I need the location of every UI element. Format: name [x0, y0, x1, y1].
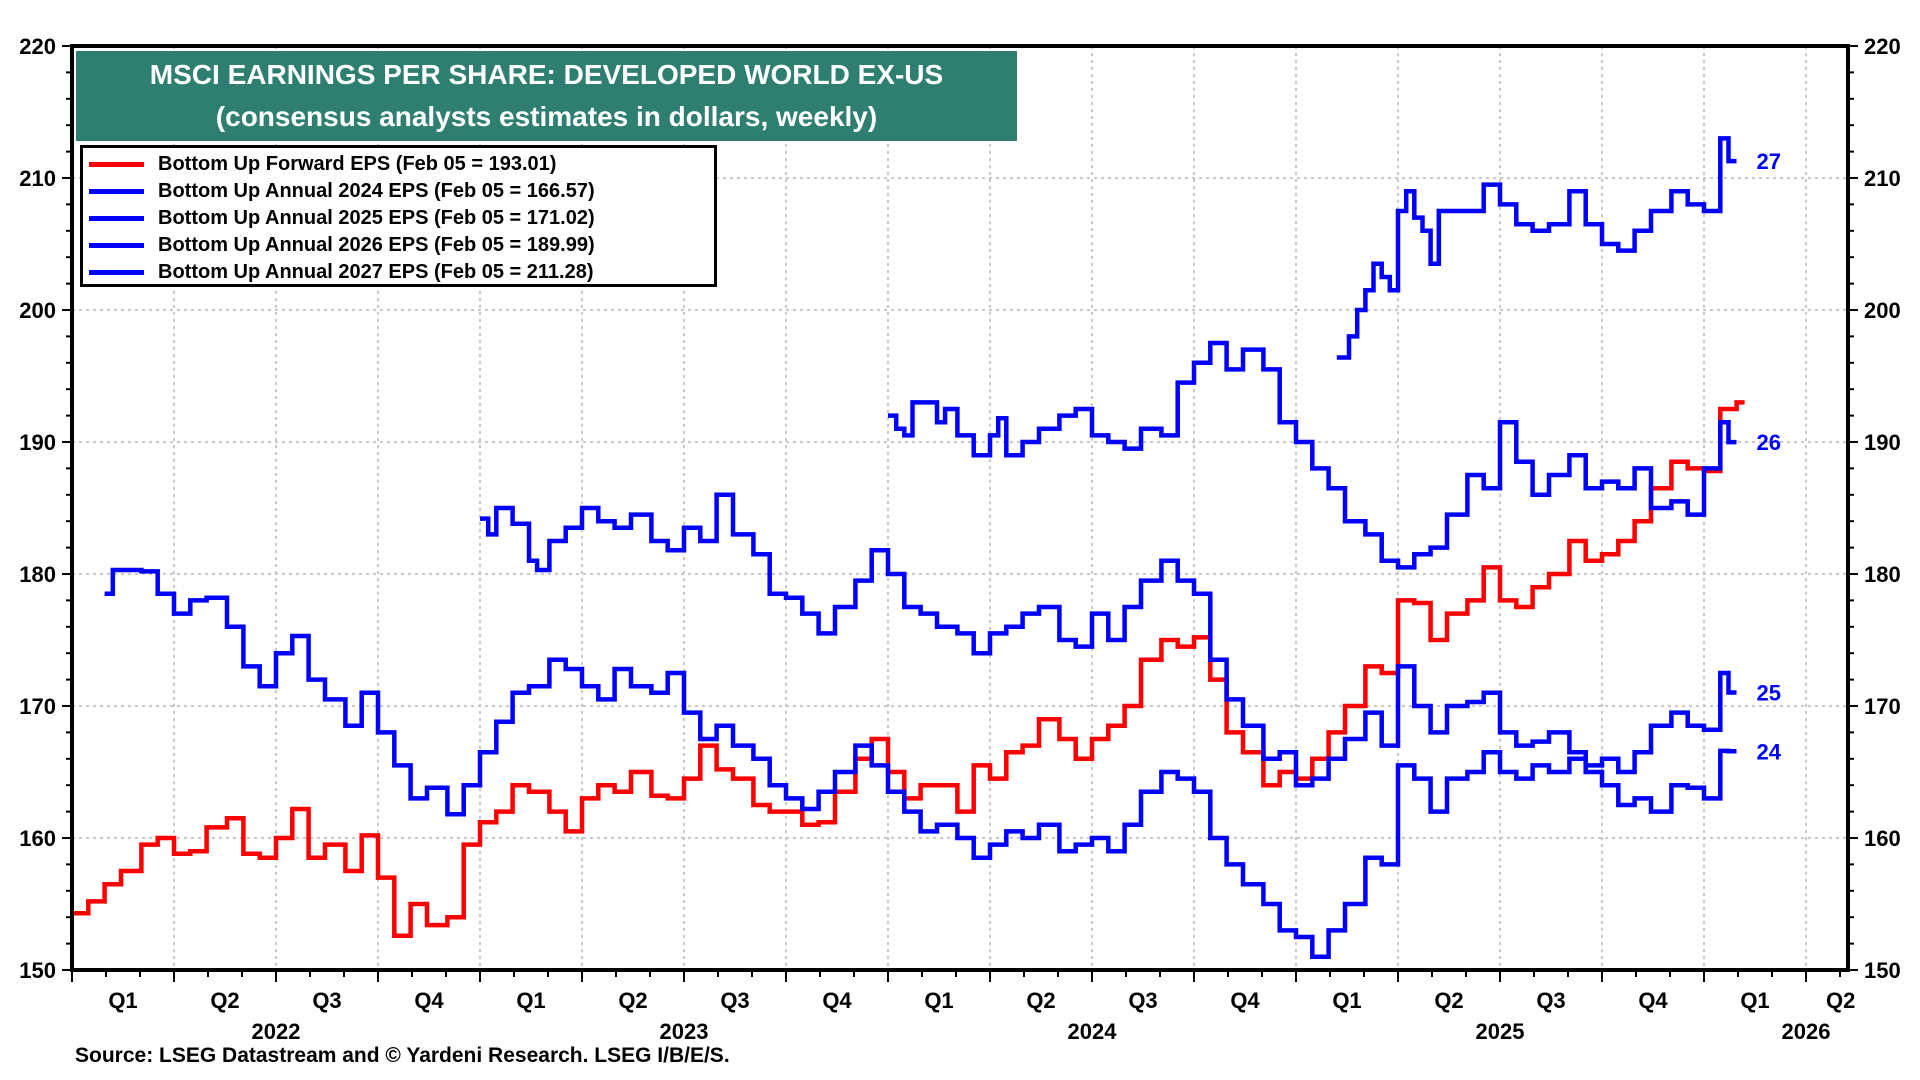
x-quarter-label: Q1 — [1332, 988, 1361, 1013]
legend-label: Bottom Up Annual 2027 EPS (Feb 05 = 211.… — [158, 261, 594, 283]
x-year-label: 2022 — [252, 1019, 301, 1044]
series-line-bottom-up-annual-2024-eps — [104, 567, 1737, 960]
y-tick-label-right: 180 — [1864, 562, 1901, 587]
y-tick-label-left: 180 — [19, 562, 56, 587]
series-end-label: 26 — [1756, 430, 1780, 455]
series-line-bottom-up-annual-2027-eps — [1336, 136, 1737, 360]
chart-title: MSCI EARNINGS PER SHARE: DEVELOPED WORLD… — [149, 59, 944, 90]
y-tick-label-right: 190 — [1864, 430, 1901, 455]
y-tick-label-right: 220 — [1864, 34, 1901, 59]
x-quarter-label: Q2 — [1434, 988, 1463, 1013]
x-year-label: 2023 — [660, 1019, 709, 1044]
series-lines — [72, 136, 1745, 960]
series-end-label: 27 — [1756, 149, 1780, 174]
x-quarter-label: Q1 — [924, 988, 953, 1013]
series-line-bottom-up-annual-2025-eps — [480, 492, 1737, 788]
y-tick-label-right: 160 — [1864, 826, 1901, 851]
legend-label: Bottom Up Forward EPS (Feb 05 = 193.01) — [158, 153, 557, 175]
y-tick-label-left: 170 — [19, 694, 56, 719]
series-line-bottom-up-annual-2026-eps — [888, 340, 1737, 570]
y-tick-label-left: 220 — [19, 34, 56, 59]
x-quarter-label: Q2 — [210, 988, 239, 1013]
x-quarter-label: Q4 — [414, 988, 444, 1013]
y-tick-label-left: 200 — [19, 298, 56, 323]
legend-item: Bottom Up Forward EPS (Feb 05 = 193.01) — [83, 151, 714, 178]
legend-item: Bottom Up Annual 2026 EPS (Feb 05 = 189.… — [83, 232, 714, 259]
x-quarter-label: Q2 — [1026, 988, 1055, 1013]
legend: Bottom Up Forward EPS (Feb 05 = 193.01) … — [80, 145, 717, 287]
x-quarter-label: Q3 — [1128, 988, 1157, 1013]
axes: 150 150 160 160 170 170 180 180 190 190 200 200 210 2… — [19, 34, 1900, 1044]
series-end-label: 25 — [1756, 681, 1780, 706]
y-tick-label-left: 160 — [19, 826, 56, 851]
y-tick-label-right: 210 — [1864, 166, 1901, 191]
legend-swatch — [89, 216, 144, 221]
legend-item: Bottom Up Annual 2024 EPS (Feb 05 = 166.… — [83, 178, 714, 205]
y-tick-label-right: 150 — [1864, 958, 1901, 983]
legend-item: Bottom Up Annual 2025 EPS (Feb 05 = 171.… — [83, 205, 714, 232]
y-tick-label-right: 200 — [1864, 298, 1901, 323]
y-tick-label-left: 190 — [19, 430, 56, 455]
x-quarter-label: Q3 — [1536, 988, 1565, 1013]
source-note: Source: LSEG Datastream and © Yardeni Re… — [75, 1044, 730, 1067]
chart-title-box: MSCI EARNINGS PER SHARE: DEVELOPED WORLD… — [76, 51, 1017, 141]
legend-swatch — [89, 162, 144, 167]
legend-swatch — [89, 189, 144, 194]
x-quarter-label: Q3 — [312, 988, 341, 1013]
legend-label: Bottom Up Annual 2026 EPS (Feb 05 = 189.… — [158, 234, 595, 256]
plot-frame — [70, 44, 1850, 972]
x-quarter-label: Q4 — [822, 988, 852, 1013]
x-quarter-label: Q4 — [1638, 988, 1668, 1013]
legend-label: Bottom Up Annual 2025 EPS (Feb 05 = 171.… — [158, 207, 595, 229]
x-quarter-label: Q2 — [1826, 988, 1855, 1013]
legend-label: Bottom Up Annual 2024 EPS (Feb 05 = 166.… — [158, 180, 595, 202]
x-quarter-label: Q3 — [720, 988, 749, 1013]
legend-swatch — [89, 243, 144, 248]
legend-swatch — [89, 270, 144, 275]
series-line-bottom-up-forward-eps — [72, 400, 1745, 938]
y-tick-label-left: 150 — [19, 958, 56, 983]
x-year-label: 2025 — [1476, 1019, 1525, 1044]
legend-item: Bottom Up Annual 2027 EPS (Feb 05 = 211.… — [83, 259, 714, 286]
x-quarter-label: Q4 — [1230, 988, 1260, 1013]
x-year-label: 2026 — [1782, 1019, 1831, 1044]
x-quarter-label: Q1 — [1740, 988, 1769, 1013]
chart-subtitle: (consensus analysts estimates in dollars… — [215, 101, 878, 132]
x-quarter-label: Q1 — [108, 988, 137, 1013]
x-quarter-label: Q1 — [516, 988, 545, 1013]
x-year-label: 2024 — [1068, 1019, 1118, 1044]
y-tick-label-left: 210 — [19, 166, 56, 191]
series-end-label: 24 — [1756, 739, 1781, 764]
series-end-labels: 24 25 26 27 — [1756, 149, 1781, 764]
x-quarter-label: Q2 — [618, 988, 647, 1013]
y-tick-label-right: 170 — [1864, 694, 1901, 719]
